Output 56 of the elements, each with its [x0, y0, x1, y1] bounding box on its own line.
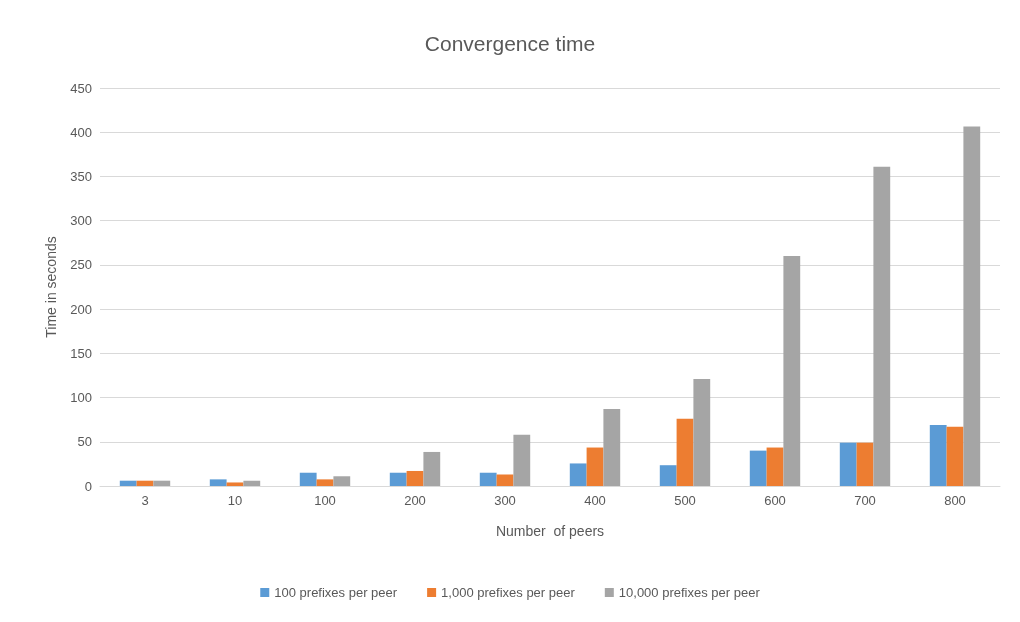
bar [946, 426, 964, 486]
bar [513, 434, 531, 486]
y-tick-label: 100 [70, 390, 92, 406]
chart-title: Convergence time [424, 32, 596, 55]
legend-label: 10,000 prefixes per peer [618, 585, 761, 600]
x-tick-label: 200 [404, 493, 426, 508]
bar [496, 474, 514, 486]
bar [333, 476, 351, 486]
y-tick-label: 0 [84, 478, 92, 494]
bar [603, 409, 621, 486]
bar [873, 166, 891, 486]
legend-label: 1,000 prefixes per peer [441, 585, 576, 600]
y-tick-label: 400 [70, 124, 92, 140]
bar [749, 450, 767, 486]
x-tick-label: 700 [854, 493, 876, 508]
y-tick-label: 50 [77, 434, 92, 450]
x-tick-label: 600 [764, 493, 786, 508]
y-tick-label: 300 [70, 213, 92, 229]
legend-label: 100 prefixes per peer [274, 585, 398, 600]
bar [569, 463, 587, 486]
bar [659, 465, 677, 486]
bar [389, 472, 407, 486]
y-axis-title: Time in seconds [43, 236, 59, 338]
bar [226, 482, 244, 486]
bar [856, 442, 874, 486]
bar [693, 378, 711, 486]
bar [423, 451, 441, 486]
y-tick-label: 350 [70, 168, 92, 184]
x-tick-label: 3 [141, 493, 149, 508]
bar [136, 480, 154, 486]
bar [783, 256, 801, 486]
bar [153, 480, 171, 486]
y-tick-label: 250 [70, 257, 92, 273]
bar [406, 470, 424, 486]
x-tick-label: 100 [314, 493, 336, 508]
bar [119, 480, 137, 486]
bar [963, 126, 981, 486]
y-tick-label: 450 [70, 80, 92, 96]
x-tick-label: 400 [584, 493, 606, 508]
x-tick-label: 800 [944, 493, 966, 508]
bar [839, 442, 857, 486]
bar [209, 479, 227, 486]
x-tick-label: 300 [494, 493, 516, 508]
bar [676, 418, 694, 486]
x-axis-title: Number of peers [495, 523, 605, 539]
bar [316, 479, 334, 486]
y-tick-label: 200 [70, 301, 92, 317]
bar [479, 472, 497, 486]
bar [586, 447, 604, 486]
x-tick-label: 500 [674, 493, 696, 508]
bar [929, 424, 947, 486]
y-tick-label: 150 [70, 345, 92, 361]
bar [299, 472, 317, 486]
bar [243, 480, 261, 486]
bar [766, 447, 784, 486]
x-tick-label: 10 [227, 493, 243, 508]
